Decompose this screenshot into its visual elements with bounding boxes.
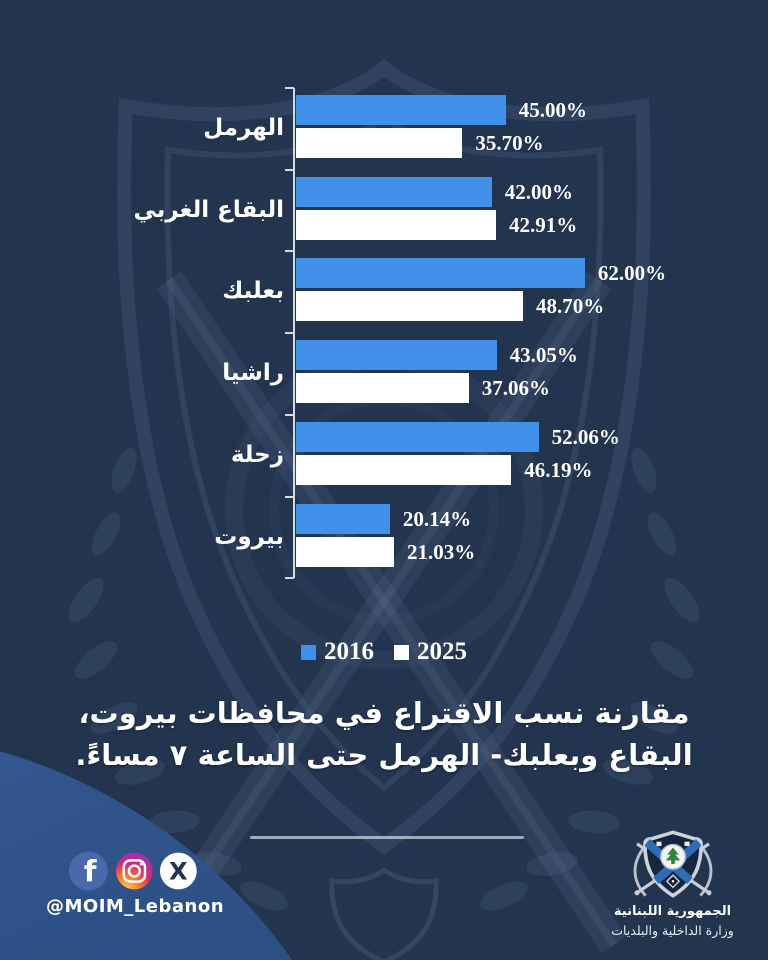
ministry-name-line1: الجمهورية اللبنانية [613,904,732,919]
bar-2016 [296,95,506,125]
chart-legend: 2016 2025 [0,638,768,666]
value-label-2025: 42.91% [508,212,578,237]
category-label: راشيا [222,360,284,387]
legend-item-2016: 2016 [301,638,374,666]
svg-text:X: X [169,858,188,886]
value-label-2016: 20.14% [402,506,472,531]
value-label-2025: 21.03% [406,539,476,564]
svg-text:f: f [84,855,97,889]
turnout-bar-chart: الهرمل 45.00% 35.70% البقاع الغربي 42.00% 42.… [133,87,667,580]
value-label-2016: 43.05% [509,343,578,368]
legend-swatch-2016 [301,644,316,660]
legend-swatch-2025 [394,644,409,660]
value-label-2025: 46.19% [524,457,593,482]
chart-title-line1: مقارنة نسب الاقتراع في محافظات بيروت، [78,696,690,730]
legend-item-2025: 2025 [394,638,467,666]
chart-title: مقارنة نسب الاقتراع في محافظات بيروت، ال… [40,692,728,776]
value-label-2025: 37.06% [481,376,550,401]
x-icon[interactable]: X [159,851,198,891]
bar-2025 [296,128,463,158]
category-label: زحلة [230,441,284,468]
category-label: البقاع الغربي [133,196,284,223]
ministry-branding: الجمهورية اللبنانية وزارة الداخلية والبل… [600,828,745,938]
facebook-icon[interactable]: f [68,850,109,892]
category-label: بعلبك [222,278,284,305]
value-label-2016: 45.00% [518,98,587,122]
axis-tick [285,332,294,335]
axis-tick [285,250,294,253]
instagram-icon[interactable] [115,851,154,891]
bar-2016 [296,176,492,207]
ministry-logo [633,830,712,898]
value-label-2016: 42.00% [504,179,573,204]
bar-2025 [296,373,469,404]
axis-tick [285,577,294,580]
bar-2016 [296,503,390,534]
ministry-name-line2: وزارة الداخلية والبلديات [611,923,734,938]
axis-tick [285,413,294,416]
category-label: الهرمل [203,115,284,141]
value-label-2016: 52.06% [551,424,620,449]
axis-tick [285,87,294,89]
bar-2025 [296,536,394,567]
bar-2025 [296,454,512,485]
legend-label-2025: 2025 [417,638,467,665]
value-label-2025: 48.70% [535,294,605,319]
category-label: بيروت [214,523,284,550]
category-axis [293,88,295,579]
chart-title-line2: البقاع وبعلبك- الهرمل حتى الساعة ٧ مساءً… [75,738,693,772]
footer-divider [250,836,524,839]
value-label-2025: 35.70% [475,131,544,155]
social-handle[interactable]: @MOIM_Lebanon [45,896,225,917]
bar-2016 [296,421,539,452]
bar-2025 [296,209,496,240]
bar-2016 [296,340,497,371]
legend-label-2016: 2016 [324,638,374,665]
axis-tick [285,168,294,171]
social-icons-row: f X [68,850,198,892]
value-label-2016: 62.00% [597,261,667,286]
bar-2016 [296,258,585,289]
axis-tick [285,495,294,498]
bar-2025 [296,291,523,322]
